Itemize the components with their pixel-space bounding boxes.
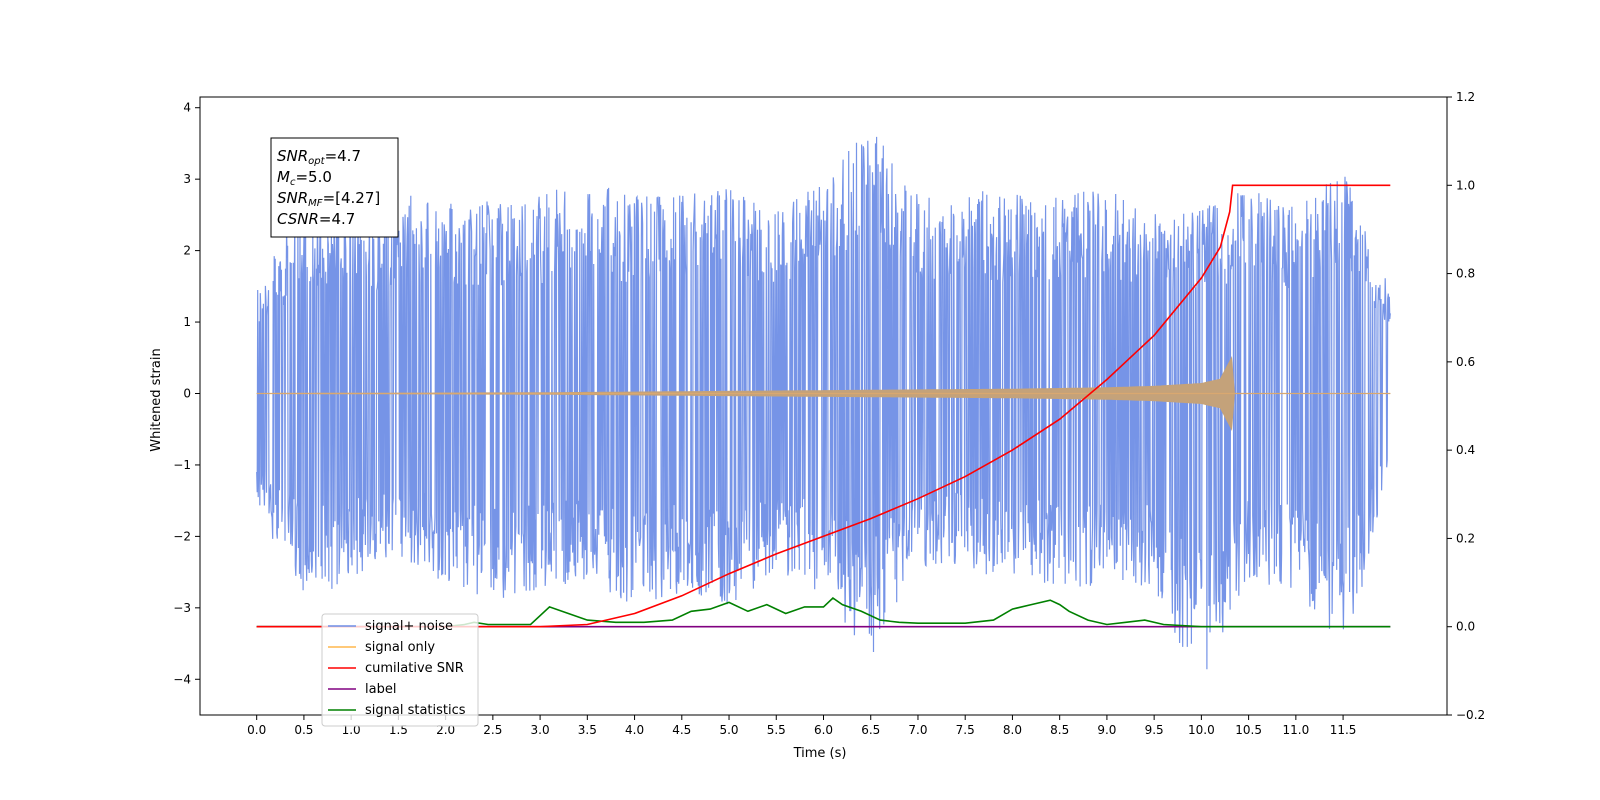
x-tick-label: 8.0 bbox=[1003, 723, 1022, 737]
y-tick-label: 4 bbox=[183, 101, 191, 115]
plot-area bbox=[256, 136, 1391, 670]
legend-label: signal only bbox=[365, 640, 435, 655]
y-right-tick-label: −0.2 bbox=[1456, 708, 1485, 722]
y-tick-label: −2 bbox=[173, 529, 191, 543]
x-tick-label: 0.5 bbox=[294, 723, 313, 737]
x-tick-label: 4.0 bbox=[625, 723, 644, 737]
y-tick-label: 1 bbox=[183, 315, 191, 329]
series-signal-statistics-line bbox=[256, 596, 1391, 628]
legend-frame bbox=[321, 613, 479, 727]
x-tick-label: 5.0 bbox=[719, 723, 738, 737]
x-tick-label: 8.5 bbox=[1050, 723, 1069, 737]
annotation-line: SNRopt=4.7 bbox=[277, 147, 361, 167]
x-tick-label: 10.5 bbox=[1235, 723, 1262, 737]
annotation-frame bbox=[270, 137, 399, 238]
x-tick-label: 7.0 bbox=[908, 723, 927, 737]
x-tick-label: 6.0 bbox=[814, 723, 833, 737]
legend-label: signal statistics bbox=[365, 703, 466, 718]
legend: signal+ noise signal only cumilative SNR la… bbox=[321, 613, 479, 727]
y-right-tick-label: 0.2 bbox=[1456, 531, 1475, 545]
y-right-tick-label: 0.6 bbox=[1456, 355, 1475, 369]
y-right-tick-label: 1.0 bbox=[1456, 178, 1475, 192]
y-right-tick-label: 0.4 bbox=[1456, 443, 1475, 457]
x-tick-label: 7.5 bbox=[956, 723, 975, 737]
y-axis-label: Whitened strain bbox=[149, 348, 164, 451]
x-tick-label: 11.5 bbox=[1330, 723, 1357, 737]
y-right-tick-label: 0.8 bbox=[1456, 267, 1475, 281]
x-axis-label: Time (s) bbox=[793, 746, 847, 761]
y-right-tick-label: 0.0 bbox=[1456, 620, 1475, 634]
y-tick-label: 3 bbox=[183, 172, 191, 186]
x-tick-label: 9.5 bbox=[1145, 723, 1164, 737]
legend-label: cumilative SNR bbox=[365, 661, 464, 676]
y-tick-label: −3 bbox=[173, 601, 191, 615]
y-tick-label: 0 bbox=[183, 386, 191, 400]
x-tick-label: 3.5 bbox=[578, 723, 597, 737]
y-tick-label: −1 bbox=[173, 458, 191, 472]
x-tick-label: 10.0 bbox=[1188, 723, 1215, 737]
x-tick-label: 4.5 bbox=[672, 723, 691, 737]
x-tick-label: 3.0 bbox=[531, 723, 550, 737]
y-tick-label: −4 bbox=[173, 672, 191, 686]
x-tick-label: 0.0 bbox=[247, 723, 266, 737]
legend-label: signal+ noise bbox=[365, 619, 453, 634]
axes: 0.0 0.5 1.0 1.5 2.0 2.5 3.0 3.5 4.0 4.5 5.0 5.5 6.0 6… bbox=[173, 90, 1485, 737]
series-signal-noise-line bbox=[256, 136, 1391, 670]
series-cumulative-snr-line bbox=[256, 184, 1391, 628]
annotation-line: Mc=5.0 bbox=[277, 168, 332, 188]
annotation-line: SNRMF=[4.27] bbox=[277, 189, 380, 209]
x-tick-label: 2.5 bbox=[483, 723, 502, 737]
y-right-tick-label: 1.2 bbox=[1456, 90, 1475, 104]
legend-label: label bbox=[365, 682, 396, 697]
x-tick-label: 6.5 bbox=[861, 723, 880, 737]
x-tick-label: 11.0 bbox=[1282, 723, 1309, 737]
annotation-line: CSNR=4.7 bbox=[277, 210, 355, 228]
x-tick-label: 9.0 bbox=[1097, 723, 1116, 737]
x-tick-label: 5.5 bbox=[767, 723, 786, 737]
y-tick-label: 2 bbox=[183, 244, 191, 258]
